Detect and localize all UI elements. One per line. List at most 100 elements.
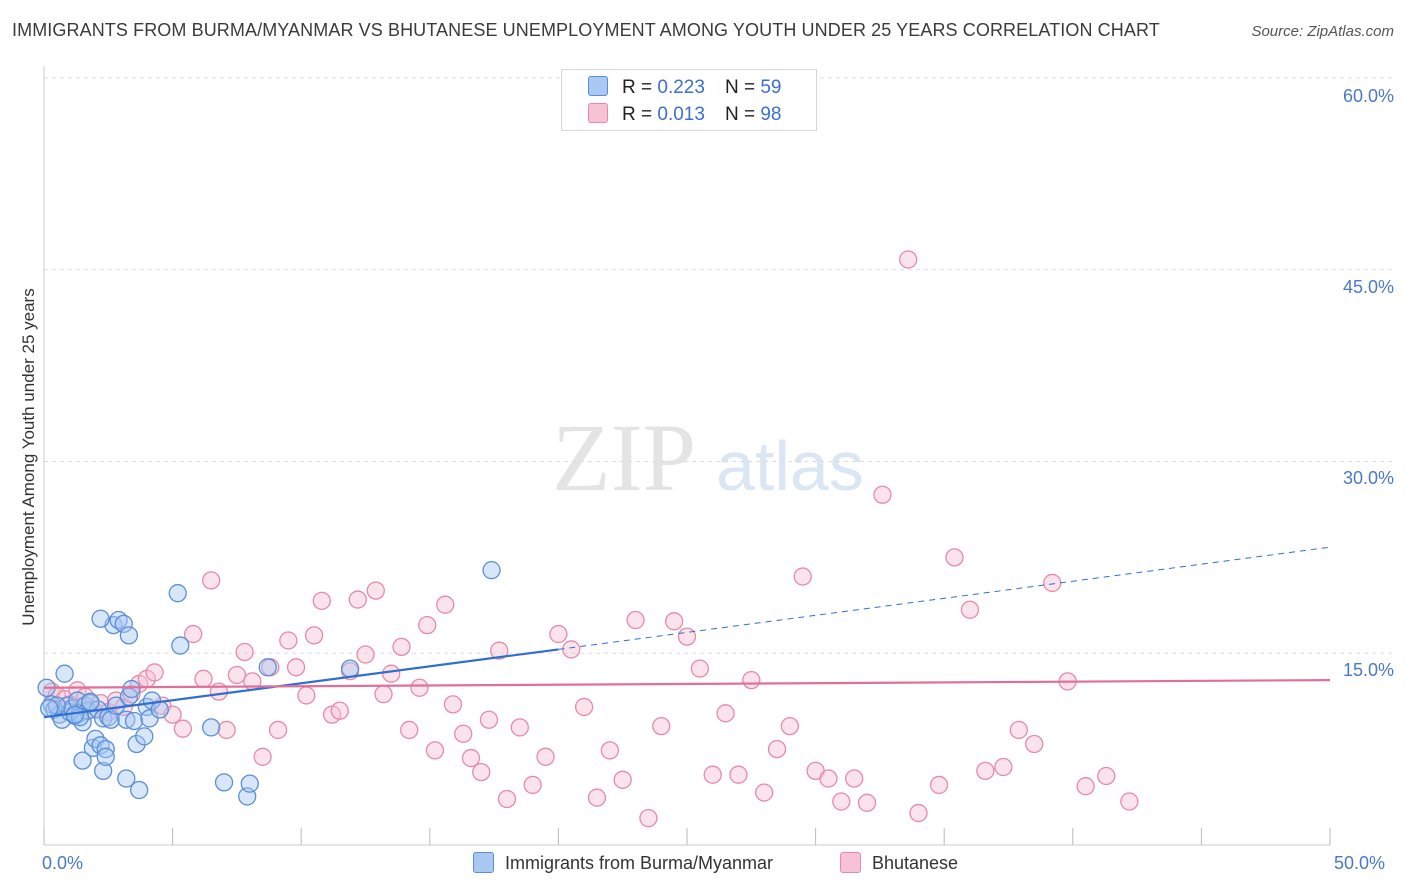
bhutanese-point xyxy=(832,792,851,811)
bhutanese-point xyxy=(639,809,658,828)
bhutanese-point xyxy=(268,720,288,740)
bhutanese-point xyxy=(490,641,509,660)
bhutanese-point xyxy=(145,663,164,682)
burma-point xyxy=(117,769,136,788)
bhutanese-point xyxy=(600,741,619,760)
bhutanese-point xyxy=(1025,734,1044,754)
bhutanese-point xyxy=(312,591,331,610)
bhutanese-point xyxy=(793,567,812,586)
y-tick-15: 15.0% xyxy=(1342,660,1394,680)
burma-point xyxy=(101,710,121,729)
chart-title: IMMIGRANTS FROM BURMA/MYANMAR VS BHUTANE… xyxy=(12,20,1160,40)
legend-r-value-burma: 0.223 xyxy=(657,77,705,98)
bhutanese-point xyxy=(330,701,349,720)
bhutanese-point xyxy=(227,665,247,685)
bhutanese-point xyxy=(253,747,272,766)
bhutanese-point xyxy=(1076,777,1095,796)
burma-point xyxy=(135,727,154,746)
bhutanese-point xyxy=(479,710,499,729)
bhutanese-point xyxy=(909,803,928,823)
legend-n-label: N = xyxy=(724,104,756,125)
bottom-legend-swatch-pink xyxy=(840,852,861,873)
legend-n-value-burma: 59 xyxy=(760,77,782,98)
bhutanese-point xyxy=(613,770,632,789)
bhutanese-point xyxy=(945,548,964,567)
bhutanese-point xyxy=(960,600,980,619)
bhutanese-point xyxy=(1097,766,1116,786)
burma-point xyxy=(114,614,133,633)
legend-r-value-bhutanese: 0.013 xyxy=(657,104,705,125)
legend-r-label: R = xyxy=(622,77,653,98)
legend-n-value-bhutanese: 98 xyxy=(760,104,782,125)
source-credit: Source: ZipAtlas.com xyxy=(1251,23,1394,40)
bhutanese-point xyxy=(436,595,455,614)
bottom-legend-label-bhutanese: Bhutanese xyxy=(872,853,959,873)
bhutanese-point xyxy=(755,783,774,802)
bottom-legend-label-burma: Immigrants from Burma/Myanmar xyxy=(505,853,774,873)
bhutanese-point xyxy=(194,669,213,688)
burma-point xyxy=(168,584,187,603)
legend-row-burma: R = 0.223 N = 59 xyxy=(588,76,781,100)
bhutanese-point xyxy=(202,571,221,590)
bhutanese-point xyxy=(549,624,568,644)
bhutanese-point xyxy=(873,485,892,504)
burma-point xyxy=(122,679,141,699)
bhutanese-point xyxy=(173,719,193,738)
legend-row-bhutanese: R = 0.013 N = 98 xyxy=(588,103,781,127)
bhutanese-point xyxy=(217,720,236,740)
bhutanese-point xyxy=(418,615,437,635)
burma-point xyxy=(482,561,501,580)
bhutanese-point xyxy=(410,678,429,697)
bhutanese-point xyxy=(235,642,254,662)
y-tick-30: 30.0% xyxy=(1342,468,1394,488)
legend-swatch-blue xyxy=(588,76,608,96)
bottom-legend-bhutanese: Bhutanese xyxy=(840,852,958,874)
bhutanese-point xyxy=(976,761,995,781)
bhutanese-point xyxy=(994,757,1013,777)
bhutanese-point xyxy=(899,250,918,269)
bottom-legend-swatch-blue xyxy=(473,852,494,873)
trend-lines xyxy=(43,546,1331,719)
burma-point xyxy=(130,780,149,800)
burma-point xyxy=(258,658,277,677)
burma-point xyxy=(117,710,136,729)
bhutanese-point xyxy=(461,748,481,768)
bhutanese-point xyxy=(767,739,787,759)
bhutanese-point xyxy=(929,775,949,795)
bhutanese-point xyxy=(536,747,555,766)
burma-point xyxy=(55,664,74,683)
burma-point xyxy=(127,734,146,754)
bhutanese-point xyxy=(356,645,375,664)
bhutanese-point xyxy=(626,610,645,630)
bhutanese-point xyxy=(523,775,542,795)
legend-r-label: R = xyxy=(622,104,653,125)
bhutanese-point xyxy=(780,716,800,736)
bhutanese-point xyxy=(819,769,838,788)
y-tick-45: 45.0% xyxy=(1342,277,1394,297)
x-tick-0: 0.0% xyxy=(42,853,84,873)
bhutanese-point xyxy=(425,741,445,760)
burma-point xyxy=(214,773,234,792)
burma-point xyxy=(202,718,221,737)
bhutanese-point xyxy=(690,659,710,678)
burma-point xyxy=(96,747,115,766)
bhutanese-point xyxy=(497,789,517,809)
bhutanese-points xyxy=(42,250,1139,828)
bhutanese-point xyxy=(510,718,529,737)
x-tick-50: 50.0% xyxy=(1334,853,1386,873)
burma-point xyxy=(73,751,92,770)
gridlines xyxy=(44,77,1392,654)
bhutanese-point xyxy=(716,704,735,723)
bhutanese-point xyxy=(400,720,419,740)
burma-trend-extension xyxy=(558,546,1331,650)
bhutanese-point xyxy=(1120,792,1139,811)
bhutanese-point xyxy=(677,627,697,646)
bhutanese-point xyxy=(374,685,393,704)
y-tick-60: 60.0% xyxy=(1342,86,1394,106)
bhutanese-point xyxy=(703,765,722,784)
bottom-legend-burma: Immigrants from Burma/Myanmar xyxy=(473,852,773,874)
watermark-atlas: atlas xyxy=(716,427,864,505)
bhutanese-point xyxy=(279,631,298,650)
burma-point xyxy=(340,659,360,678)
